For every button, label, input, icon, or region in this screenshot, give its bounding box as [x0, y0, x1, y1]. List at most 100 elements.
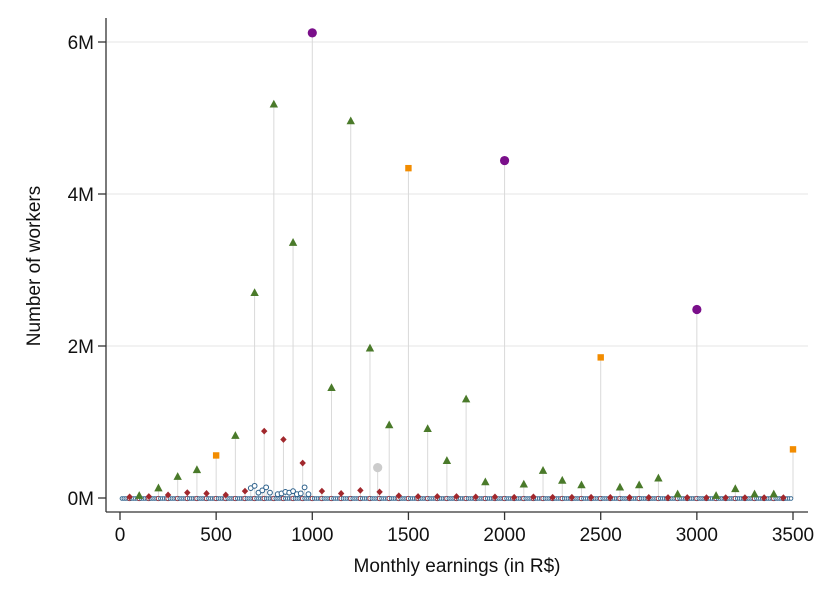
data-point	[423, 424, 432, 433]
plot-background	[106, 18, 808, 512]
data-point	[538, 466, 548, 474]
data-point	[261, 427, 268, 435]
data-point	[395, 492, 403, 500]
y-tick-label: 2M	[68, 337, 94, 358]
data-point	[722, 494, 729, 502]
data-point	[587, 493, 595, 501]
data-point	[145, 493, 153, 500]
data-point	[750, 489, 759, 498]
data-point	[250, 288, 259, 296]
x-tick-label: 2000	[483, 525, 525, 546]
data-point	[577, 480, 586, 489]
x-tick-label: 0	[115, 525, 126, 546]
data-point	[442, 456, 452, 464]
data-point	[263, 484, 270, 491]
data-point	[530, 493, 537, 501]
data-point	[472, 493, 479, 501]
data-point	[288, 238, 298, 246]
data-point	[231, 431, 240, 439]
data-point	[269, 99, 279, 108]
data-point	[301, 484, 308, 491]
data-point	[251, 482, 258, 489]
data-point	[558, 475, 567, 484]
axes: 0M 2M 4M 6M 0 500 1000 1500 2000 2500 3000 3500	[68, 18, 814, 546]
data-point	[222, 491, 229, 499]
data-point	[241, 487, 249, 495]
data-point	[405, 164, 412, 172]
data-point	[346, 116, 355, 125]
y-ticks: 0M 2M 4M 6M	[68, 33, 106, 510]
data-point	[365, 343, 375, 352]
data-point	[780, 494, 787, 502]
data-point	[307, 28, 317, 38]
x-axis-title: Monthly earnings (in R$)	[354, 556, 561, 577]
data-point	[184, 489, 191, 497]
x-tick-label: 3500	[772, 525, 814, 546]
data-point	[789, 446, 797, 453]
data-point	[357, 487, 364, 494]
data-point	[664, 494, 672, 501]
data-point	[173, 472, 182, 480]
data-point	[461, 394, 471, 403]
data-point	[510, 493, 518, 501]
data-point	[654, 473, 663, 482]
data-point	[434, 493, 441, 500]
data-point	[212, 452, 220, 459]
data-point	[192, 465, 202, 474]
data-point	[327, 383, 336, 391]
y-tick-label: 4M	[68, 185, 94, 206]
data-point	[615, 482, 625, 491]
data-point	[385, 420, 394, 429]
data-point	[290, 488, 296, 495]
data-point	[731, 484, 740, 493]
data-point	[297, 490, 304, 497]
data-point	[692, 304, 702, 315]
x-tick-label: 3000	[676, 525, 718, 546]
data-point	[703, 494, 710, 502]
data-point	[318, 487, 326, 495]
data-point	[203, 490, 210, 497]
baseline-points	[119, 495, 794, 502]
data-point	[711, 491, 721, 499]
data-point	[684, 494, 691, 501]
data-point	[769, 489, 778, 498]
data-point	[337, 490, 345, 497]
data-point	[154, 483, 163, 492]
data-point	[645, 493, 652, 501]
data-markers	[126, 28, 797, 502]
drop-lines	[157, 32, 794, 498]
baseline-point	[788, 496, 794, 501]
data-point	[673, 489, 682, 498]
data-point	[481, 477, 490, 486]
data-point	[519, 479, 528, 488]
data-point	[305, 491, 312, 498]
plot-area	[106, 18, 808, 512]
data-point	[299, 459, 306, 467]
data-point	[634, 480, 644, 489]
data-point	[259, 487, 266, 494]
x-tick-label: 2500	[580, 525, 622, 546]
data-point	[568, 493, 576, 501]
x-tick-label: 1500	[387, 525, 429, 546]
data-point	[376, 488, 383, 496]
data-point	[607, 493, 614, 501]
data-point	[453, 493, 460, 500]
y-tick-label: 6M	[68, 33, 94, 54]
x-tick-label: 1000	[291, 525, 333, 546]
data-point	[373, 463, 383, 473]
data-point	[126, 493, 133, 501]
data-point	[491, 493, 499, 501]
y-tick-label: 0M	[68, 489, 94, 510]
data-point	[597, 354, 604, 361]
x-ticks: 0 500 1000 1500 2000 2500 3000 3500	[115, 512, 814, 546]
data-point	[549, 493, 556, 501]
y-axis-title: Number of workers	[24, 186, 45, 347]
gridlines	[106, 41, 808, 347]
data-point	[164, 491, 172, 499]
x-tick-label: 500	[200, 525, 232, 546]
data-point	[267, 489, 273, 496]
data-point	[499, 155, 510, 166]
data-point	[741, 494, 749, 502]
data-point	[280, 436, 287, 443]
